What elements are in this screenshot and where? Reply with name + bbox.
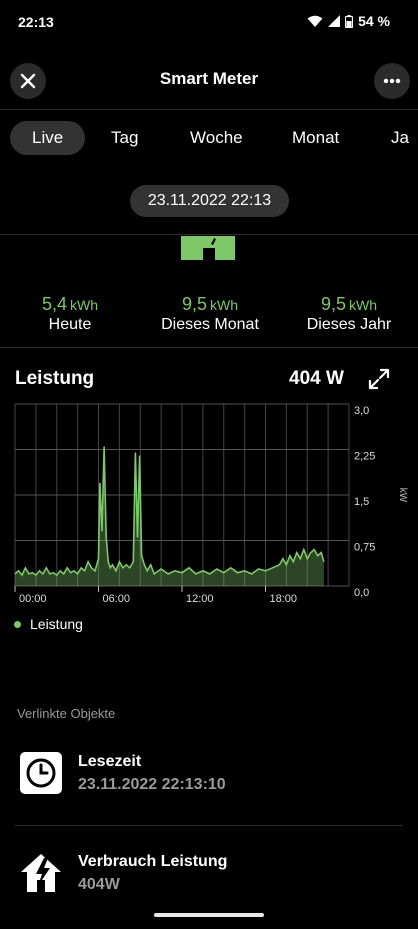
period-tabs: Live Tag Woche Monat Ja: [0, 121, 418, 159]
clock-icon: [20, 752, 62, 794]
chart-legend[interactable]: Leistung: [14, 616, 83, 632]
linked-objects-heading: Verlinkte Objekte: [17, 706, 116, 721]
house-bolt-icon: [21, 854, 61, 892]
y-tick-label: 1,5: [354, 496, 369, 508]
divider: [0, 109, 418, 110]
chart-y-axis-label: kW: [397, 488, 408, 503]
divider: [15, 825, 403, 826]
stat-month: 9,5 kWh Dieses Monat: [150, 294, 270, 334]
cell-signal-icon: [328, 15, 341, 27]
x-tick-label: 12:00: [186, 593, 214, 605]
power-title: Leistung: [15, 368, 95, 389]
home-indicator[interactable]: [154, 913, 264, 917]
stat-year-label: Dieses Jahr: [306, 316, 392, 333]
linked-item-title: Verbrauch Leistung: [78, 853, 228, 870]
stat-year: 9,5 kWh Dieses Jahr: [296, 294, 402, 334]
more-options-button[interactable]: [374, 63, 410, 99]
wifi-icon: [307, 15, 323, 27]
tab-live[interactable]: Live: [10, 121, 86, 155]
y-tick-label: 0,75: [354, 542, 375, 554]
stat-today-value: 5,4 kWh: [41, 294, 99, 314]
status-icons: 54 %: [307, 13, 390, 29]
tab-monat[interactable]: Monat: [292, 128, 340, 147]
more-dots-icon: [383, 78, 401, 84]
chart-line: [14, 446, 325, 577]
date-selector[interactable]: 23.11.2022 22:13: [130, 185, 289, 217]
y-tick-label: 3,0: [354, 405, 369, 417]
legend-dot: [14, 620, 21, 628]
chart-x-ticks: 00:00 06:00 12:00 18:00: [14, 586, 298, 605]
y-tick-label: 2,25: [354, 451, 375, 463]
chart-y-ticks: 3,0 2,25 1,5 0,75 0,0: [354, 405, 375, 599]
stat-month-value: 9,5 kWh: [181, 294, 239, 314]
power-value: 404 W: [289, 368, 344, 389]
y-tick-label: 0,0: [354, 587, 369, 599]
expand-icon[interactable]: [367, 367, 391, 391]
x-tick-label: 00:00: [19, 593, 47, 605]
stat-today: 5,4 kWh Heute: [20, 294, 120, 334]
tab-woche[interactable]: Woche: [190, 128, 243, 147]
close-button[interactable]: [10, 63, 46, 99]
tab-jahr[interactable]: Ja: [391, 128, 409, 147]
battery-percent: 54 %: [358, 13, 390, 29]
divider: [0, 347, 418, 348]
stat-today-label: Heute: [48, 316, 92, 333]
divider: [0, 234, 418, 235]
close-icon: [20, 73, 36, 89]
power-chart: 00:00 06:00 12:00 18:00 3,0 2,25 1,5 0,75 0,0 k…: [14, 403, 408, 605]
stat-year-value: 9,5 kWh: [320, 294, 378, 314]
linked-item-subtitle: 404W: [78, 876, 120, 893]
x-tick-label: 06:00: [103, 593, 131, 605]
chart-area: [15, 446, 324, 586]
tab-tag[interactable]: Tag: [111, 128, 139, 147]
linked-item-lesezeit[interactable]: Lesezeit 23.11.2022 22:13:10: [0, 742, 418, 812]
battery-icon: [345, 14, 354, 28]
linked-item-verbrauch[interactable]: Verbrauch Leistung 404W: [0, 842, 418, 912]
x-tick-label: 18:00: [270, 593, 298, 605]
status-time: 22:13: [18, 14, 54, 30]
stat-month-label: Dieses Monat: [161, 316, 259, 333]
app-bar: Smart Meter: [0, 52, 418, 108]
smart-meter-house-icon: [181, 236, 235, 260]
linked-item-title: Lesezeit: [78, 753, 142, 770]
page-title: Smart Meter: [159, 69, 259, 88]
legend-label: Leistung: [30, 616, 83, 632]
linked-item-subtitle: 23.11.2022 22:13:10: [78, 776, 226, 793]
status-bar: 22:13 54 %: [0, 0, 418, 46]
